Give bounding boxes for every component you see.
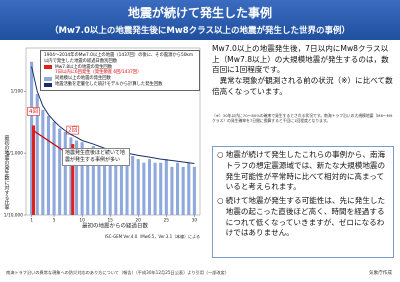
bar (91, 146, 95, 215)
bar (119, 153, 123, 215)
legend: 1904～2014年のMw7.0以上の地震（1437回）の後に、その震源から50… (40, 50, 200, 91)
bullet-mark: ○ (217, 196, 224, 206)
bar (176, 162, 180, 215)
bullet: ○ 地震が続けて発生したこれらの事例から、南海トラフの想定震源域では、新たな大規模… (217, 150, 389, 193)
bar (108, 150, 112, 215)
bullet-box: ○ 地震が続けて発生したこれらの事例から、南海トラフの想定震源域では、新たな大規模… (212, 146, 394, 258)
bar (35, 94, 39, 215)
annotation: 地震発生直後ほど続いて地震が発生する事例が多い (62, 148, 130, 166)
x-axis-label: 最初の地震からの経過日数 (82, 222, 149, 230)
credit: 気象庁作成 (369, 271, 392, 276)
citation: 南海トラフ沿いの異常な現象への防災対応のあり方について（報告）（平成30年12月… (6, 270, 230, 275)
bar (103, 153, 107, 215)
legend-swatch (44, 65, 52, 70)
bullet-mark: ○ (217, 150, 224, 159)
bar (58, 128, 62, 215)
bar (69, 137, 73, 215)
x-tick-label: 5 (53, 218, 56, 224)
bar (52, 121, 56, 215)
bar (136, 159, 140, 215)
x-tick-label: 10 (79, 218, 85, 224)
bar (80, 142, 84, 215)
value-label-box (66, 125, 80, 135)
bar (170, 166, 174, 215)
bullet-text: 続けて地震が発生する可能性は、先に発生した地震の起こった直後ほど高く、時間を経過… (225, 196, 386, 238)
bar (142, 162, 146, 215)
bar (31, 125, 36, 215)
footnote: （※）30年以内に70～80%の確率で発生するとされる状況です。南海トラフ沿いの… (212, 113, 393, 123)
legend-label: 地震活動を定量化した統計モデルから計算した発生回数 (55, 81, 163, 87)
bar (114, 155, 118, 215)
bar (181, 166, 185, 215)
summary: Mw7.0以上の地震発生後，7日以内にMw8クラス以上（Mw7.8以上）の大規模… (212, 44, 394, 97)
legend-item: 同規模以上の地震の発生回数 (44, 76, 196, 82)
model-line (31, 66, 195, 164)
legend-swatch (44, 82, 52, 87)
bar (125, 159, 129, 215)
bullet: ○ 続けて地震が発生する可能性は、先に発生した地震の起こった直後ほど高く、時間を経… (217, 196, 389, 239)
x-tick-label: 25 (164, 218, 170, 224)
y-tick-label: 1/100 (11, 89, 24, 95)
legend-label: Mw7.8以上の地震の発生回数 (55, 64, 113, 70)
legend-label: 同規模以上の地震の発生回数 (55, 76, 111, 82)
source: ISC-GEM Ver.4.0（Mw6.5，Ver.3.1（本線）による (105, 233, 200, 239)
legend-title: 1904～2014年のMw7.0以上の地震（1437回）の後に、その震源から50… (44, 53, 194, 64)
legend-swatch (44, 77, 52, 82)
bar (86, 148, 90, 215)
bar (41, 109, 45, 215)
subtitle: （Mw7.0以上の地震発生後にMw8クラス以上の地震が発生した世界の事例） (50, 26, 350, 36)
y-tick-label: 1/1,000 (7, 151, 24, 157)
bar (131, 155, 135, 215)
y-tick-label: 1/10,000 (4, 213, 23, 219)
bar (164, 159, 168, 215)
value-label-box (27, 107, 40, 116)
x-tick-label: 20 (136, 218, 142, 224)
y-axis-label: 最初の地震の発生数に対する比率 (4, 134, 10, 211)
value-label: 2回 (68, 127, 77, 134)
bar (97, 150, 101, 215)
bar (159, 162, 163, 215)
bar (187, 162, 191, 215)
header: 地震が続けて発生した事例 （Mw7.0以上の地震発生後にMw8クラス以上の地震が… (0, 0, 400, 40)
legend-item: Mw7.8以上の地震の発生回数 (44, 65, 196, 71)
bar (30, 61, 34, 215)
paragraph: 異常な現象が観測される前の状況（※）に比べて数倍高くなっています。 (212, 75, 393, 96)
x-tick-label: 30 (192, 218, 198, 224)
bar (192, 166, 196, 215)
value-label: 4回 (29, 108, 38, 115)
legend-note: 7日以内に6回発生（発生頻度 6回/1437回） (55, 70, 142, 76)
title: 地震が続けて発生した事例 (127, 6, 272, 20)
bar (46, 115, 50, 215)
bar (147, 159, 152, 215)
legend-item: 地震活動を定量化した統計モデルから計算した発生回数 (44, 82, 196, 88)
paragraph: Mw7.0以上の地震発生後，7日以内にMw8クラス以上（Mw7.8以上）の大規模… (212, 44, 389, 75)
bar (74, 140, 79, 215)
bar (71, 144, 75, 215)
bar (153, 162, 157, 215)
bar (63, 131, 67, 215)
x-tick-label: 1 (30, 218, 33, 224)
bullet-text: 地震が続けて発生したこれらの事例から、南海トラフの想定震源域では、新たな大規模地… (225, 150, 386, 192)
x-tick-label: 15 (107, 218, 113, 224)
